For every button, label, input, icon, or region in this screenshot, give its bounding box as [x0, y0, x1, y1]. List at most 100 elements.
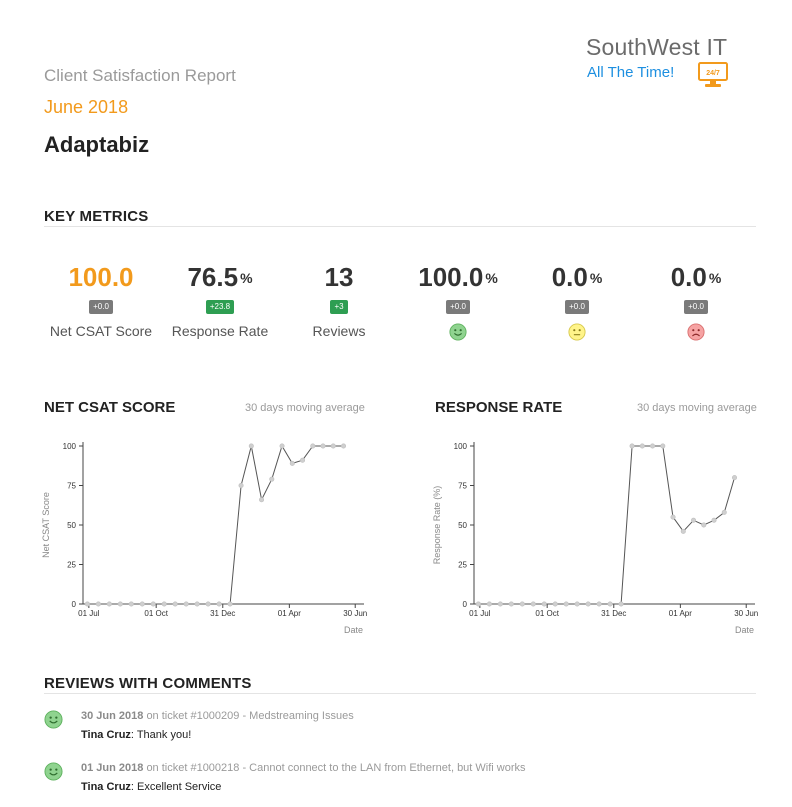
y-tick-label: 25	[458, 561, 467, 570]
data-point	[227, 601, 233, 607]
metric-unit: %	[708, 270, 722, 286]
data-point	[117, 601, 123, 607]
data-point	[691, 517, 697, 523]
y-tick-label: 25	[67, 561, 76, 570]
net-csat-chart-note: 30 days moving average	[245, 402, 365, 414]
data-point	[161, 601, 167, 607]
logo-tagline: All The Time!	[587, 64, 675, 81]
metric-label: Net CSAT Score	[49, 323, 153, 339]
data-point	[259, 497, 265, 503]
data-point	[320, 443, 326, 449]
data-point	[574, 601, 580, 607]
metric-delta-badge: +23.8	[205, 300, 235, 314]
x-tick-label: 01 Apr	[278, 609, 301, 618]
metric-card: 0.0% +0.0	[512, 262, 642, 341]
data-point	[639, 443, 645, 449]
x-tick-label: 01 Jul	[78, 609, 100, 618]
data-point	[650, 443, 656, 449]
review-body: Tina Cruz: Excellent Service	[81, 781, 221, 793]
review-comment: : Excellent Service	[130, 781, 222, 793]
data-point	[106, 601, 112, 607]
data-point	[84, 601, 90, 607]
x-tick-label: 31 Dec	[601, 609, 626, 618]
data-point	[629, 443, 635, 449]
metric-number: 0.0	[670, 262, 707, 292]
metric-delta-badge: +3	[330, 300, 348, 314]
data-point	[128, 601, 134, 607]
report-month: June 2018	[44, 97, 129, 117]
data-point	[238, 482, 244, 488]
neutral-face-icon	[568, 323, 586, 341]
data-point	[95, 601, 101, 607]
company-logo: SouthWest IT All The Time! 24/7	[586, 34, 756, 94]
net-csat-line-chart: 0 25 50 75 100 01 Jul 01 Oct 31 Dec 01 Apr 30 Jun…	[41, 442, 367, 635]
data-point	[279, 443, 285, 449]
review-author: Tina Cruz	[81, 729, 131, 741]
y-tick-label: 100	[454, 442, 468, 451]
x-axis-label: Date	[735, 625, 754, 635]
x-tick-label: 01 Oct	[144, 609, 168, 618]
review-item: 30 Jun 2018 on ticket #1000209 - Medstre…	[44, 710, 756, 754]
data-point	[183, 601, 189, 607]
data-point	[585, 601, 591, 607]
response-rate-line-chart: 0 25 50 75 100 01 Jul 01 Oct 31 Dec 01 Apr 30 Jun…	[432, 442, 758, 635]
data-point	[150, 601, 156, 607]
data-point	[172, 601, 178, 607]
x-tick-label: 30 Jun	[734, 609, 758, 618]
data-point	[486, 601, 492, 607]
logo-badge: 24/7	[706, 70, 720, 77]
x-tick-label: 01 Jul	[469, 609, 491, 618]
metric-value: 100.0%	[393, 262, 523, 292]
y-tick-label: 50	[458, 521, 467, 530]
data-point	[701, 522, 707, 528]
review-item: 01 Jun 2018 on ticket #1000218 - Cannot …	[44, 762, 756, 806]
review-date: 30 Jun 2018	[81, 710, 144, 722]
data-point	[721, 509, 727, 515]
data-point	[289, 460, 295, 466]
data-point	[552, 601, 558, 607]
happy-face-icon	[449, 323, 467, 341]
data-point	[563, 601, 569, 607]
y-axis-label: Net CSAT Score	[41, 492, 51, 558]
data-point	[475, 601, 481, 607]
data-point	[732, 475, 738, 481]
metric-value: 76.5%	[155, 262, 285, 292]
y-tick-label: 0	[463, 600, 468, 609]
data-point	[194, 601, 200, 607]
metric-label: Response Rate	[171, 323, 269, 339]
response-rate-chart-title: RESPONSE RATE	[435, 399, 563, 416]
x-tick-label: 31 Dec	[210, 609, 235, 618]
happy-face-icon	[44, 762, 63, 781]
metric-unit: %	[240, 270, 253, 286]
metric-card: 100.0% +0.0	[393, 262, 523, 341]
metric-unit: %	[589, 270, 603, 286]
data-point	[216, 601, 222, 607]
metric-delta-badge: +0.0	[89, 300, 113, 314]
y-tick-label: 100	[63, 442, 77, 451]
key-metrics-heading: KEY METRICS	[44, 208, 149, 225]
data-point	[300, 457, 306, 463]
monitor-icon: 24/7	[698, 62, 728, 87]
metric-card: 0.0% +0.0	[631, 262, 761, 341]
data-point	[607, 601, 613, 607]
data-point	[497, 601, 503, 607]
x-axis-label: Date	[344, 625, 363, 635]
net-csat-chart-title: NET CSAT SCORE	[44, 399, 176, 416]
logo-name: SouthWest IT	[586, 34, 728, 60]
x-tick-label: 30 Jun	[343, 609, 367, 618]
x-tick-label: 01 Oct	[535, 609, 559, 618]
metric-card: 100.0 +0.0 Net CSAT Score	[36, 262, 166, 339]
data-point	[660, 443, 666, 449]
metric-unit: %	[485, 270, 498, 286]
data-point	[618, 601, 624, 607]
metric-label: Reviews	[312, 323, 366, 339]
data-point	[711, 517, 717, 523]
review-date: 01 Jun 2018	[81, 762, 144, 774]
data-point	[205, 601, 211, 607]
data-point	[508, 601, 514, 607]
metric-card: 76.5% +23.8 Response Rate	[155, 262, 285, 339]
happy-face-icon	[44, 710, 63, 729]
metric-value: 0.0%	[512, 262, 642, 292]
y-tick-label: 75	[458, 482, 467, 491]
metric-value: 100.0	[36, 262, 166, 292]
